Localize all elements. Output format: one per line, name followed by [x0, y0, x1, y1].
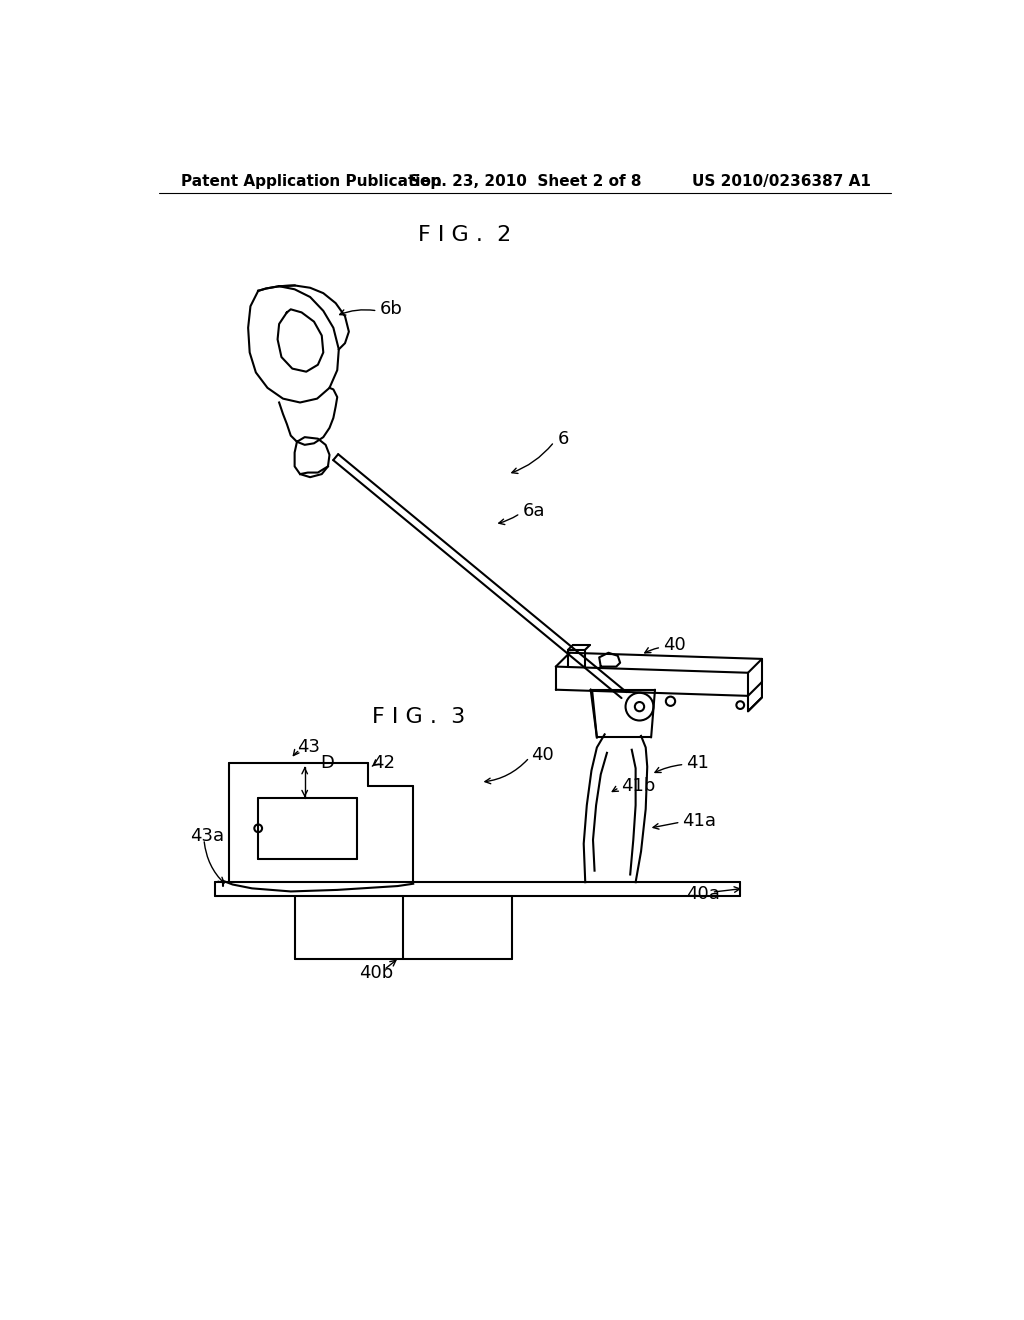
Text: F I G .  3: F I G . 3	[372, 706, 465, 726]
Text: 41: 41	[686, 754, 709, 772]
Text: 42: 42	[372, 754, 395, 772]
Text: 6: 6	[558, 430, 569, 449]
Text: 6b: 6b	[380, 300, 402, 318]
Text: 43: 43	[297, 738, 319, 756]
Text: 40a: 40a	[686, 884, 720, 903]
Text: US 2010/0236387 A1: US 2010/0236387 A1	[691, 174, 870, 189]
Text: Patent Application Publication: Patent Application Publication	[180, 174, 441, 189]
Text: 41b: 41b	[621, 777, 655, 795]
Text: D: D	[321, 754, 334, 772]
Text: 40: 40	[663, 636, 685, 653]
Text: 40: 40	[531, 746, 554, 764]
Text: 40b: 40b	[358, 964, 393, 982]
Text: 43a: 43a	[190, 828, 224, 845]
Text: 41a: 41a	[682, 812, 716, 829]
Text: Sep. 23, 2010  Sheet 2 of 8: Sep. 23, 2010 Sheet 2 of 8	[409, 174, 641, 189]
Text: 6a: 6a	[523, 502, 546, 520]
Text: F I G .  2: F I G . 2	[419, 226, 512, 246]
